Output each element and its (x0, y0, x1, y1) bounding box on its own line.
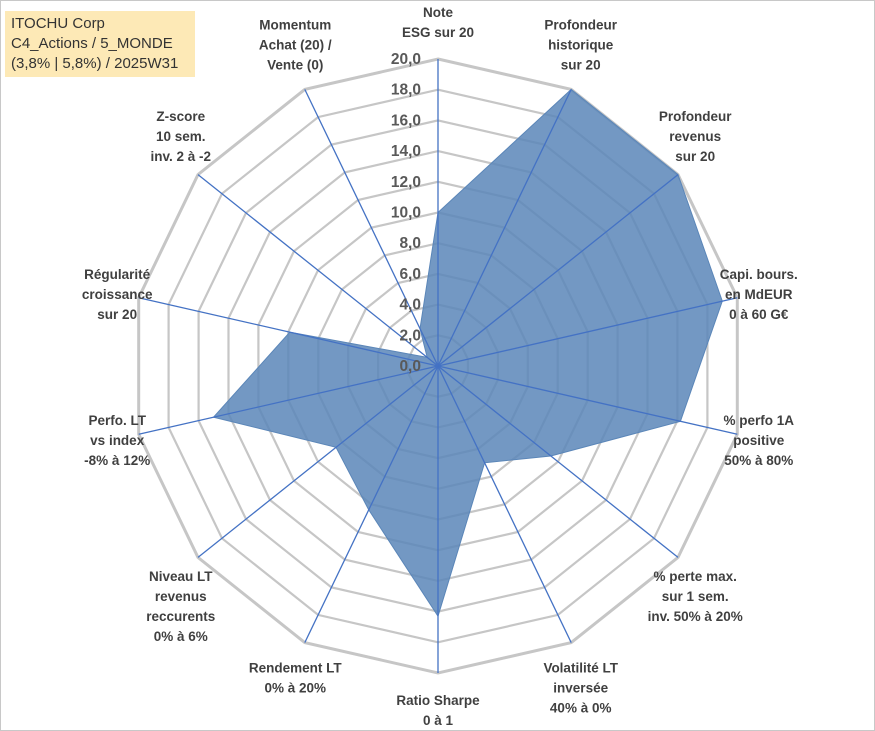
axis-label: Rendement LT 0% à 20% (249, 660, 343, 695)
radar-series (212, 88, 723, 618)
axis-label-line: sur 20 (97, 307, 137, 322)
axis-label-line: Z-score (156, 109, 205, 124)
axis-label-line: inv. 50% à 20% (648, 609, 743, 624)
axis-label: Volatilité LT inversée 40% à 0% (543, 660, 618, 715)
axis-spoke (304, 365, 439, 643)
axis-label-line: Régularité (84, 267, 151, 282)
axis-label-line: sur 20 (675, 149, 715, 164)
tick-label: 8,0 (399, 235, 421, 252)
axis-label-line: % perte max. (654, 569, 737, 584)
tick-label: 16,0 (391, 112, 421, 129)
tick-label: 6,0 (399, 266, 421, 283)
axis-label-line: Achat (20) / (259, 38, 332, 53)
axis-label-line: 0% à 6% (154, 629, 208, 644)
tick-label: 14,0 (391, 143, 421, 160)
axis-label-line: ESG sur 20 (402, 25, 474, 40)
tick-label: 2,0 (399, 327, 421, 344)
axis-label-line: % perfo 1A (724, 413, 795, 428)
portfolio-label: C4_Actions / 5_MONDE (11, 35, 173, 52)
axis-label: Momentum Achat (20) / Vente (0) (259, 18, 332, 73)
tick-label: 4,0 (399, 297, 421, 314)
axis-label-line: sur 20 (561, 58, 601, 73)
series-area (212, 88, 723, 618)
axis-label: Ratio Sharpe 0 à 1 (396, 693, 480, 728)
axis-label-line: Vente (0) (267, 58, 323, 73)
axis-label-line: inversée (553, 680, 608, 695)
axis-label-line: revenus (669, 129, 721, 144)
axis-spoke (437, 365, 679, 558)
axis-label: % perte max. sur 1 sem. inv. 50% à 20% (648, 569, 743, 624)
axis-label-line: Profondeur (659, 109, 732, 124)
axis-label-line: sur 1 sem. (662, 589, 729, 604)
axis-spoke (197, 174, 439, 367)
axis-label: Profondeur historique sur 20 (544, 18, 617, 73)
axis-label-line: 50% à 80% (724, 453, 793, 468)
axis-label: Profondeur revenus sur 20 (659, 109, 732, 164)
tick-label: 0,0 (399, 358, 421, 375)
axis-label-line: Volatilité LT (543, 660, 618, 675)
axis-label-line: croissance (82, 287, 153, 302)
axis-label-line: en MdEUR (725, 287, 793, 302)
axis-spoke (138, 297, 439, 367)
axis-label: Perfo. LT vs index -8% à 12% (84, 413, 150, 468)
axis-label-line: 0 à 60 G€ (729, 307, 789, 322)
axis-spoke (304, 89, 439, 367)
axis-label: Niveau LT revenus reccurents 0% à 6% (146, 569, 215, 644)
axis-label-line: Niveau LT (149, 569, 213, 584)
axis-spoke (437, 365, 572, 643)
axis-spoke (437, 89, 572, 367)
axis-label: Z-score 10 sem. inv. 2 à -2 (151, 109, 212, 164)
axis-label: Capi. bours. en MdEUR 0 à 60 G€ (720, 267, 798, 322)
company-name: ITOCHU Corp (11, 15, 105, 32)
axis-label-line: Note (423, 5, 453, 20)
axis-label-line: Ratio Sharpe (396, 693, 480, 708)
axis-labels: Note ESG sur 20 Profondeur historique sur 20… (82, 5, 798, 728)
axis-label: % perfo 1A positive 50% à 80% (724, 413, 795, 468)
radar-spokes (138, 59, 738, 673)
axis-label-line: vs index (90, 433, 145, 448)
chart-title-box: ITOCHU Corp C4_Actions / 5_MONDE (3,8% |… (5, 11, 195, 77)
axis-label: Régularité croissance sur 20 (82, 267, 153, 322)
tick-label: 18,0 (391, 82, 421, 99)
radial-tick-labels: 0,0 2,0 4,0 6,0 8,0 10,0 12,0 14,0 16,0 18,0 20,0 (391, 51, 421, 375)
axis-spoke (437, 174, 679, 367)
axis-label-line: Momentum (259, 18, 331, 33)
axis-label-line: 10 sem. (156, 129, 206, 144)
axis-label-line: Capi. bours. (720, 267, 798, 282)
axis-label-line: inv. 2 à -2 (151, 149, 212, 164)
axis-label-line: reccurents (146, 609, 215, 624)
axis-label-line: 40% à 0% (550, 700, 612, 715)
axis-label-line: 0 à 1 (423, 713, 454, 728)
axis-label-line: Rendement LT (249, 660, 343, 675)
tick-label: 12,0 (391, 174, 421, 191)
axis-label-line: Perfo. LT (88, 413, 146, 428)
axis-label-line: -8% à 12% (84, 453, 150, 468)
axis-label-line: positive (733, 433, 785, 448)
axis-label-line: 0% à 20% (265, 680, 327, 695)
axis-spoke (138, 365, 439, 435)
tick-label: 20,0 (391, 51, 421, 68)
axis-spoke (437, 297, 738, 367)
tick-label: 10,0 (391, 205, 421, 222)
axis-spoke (197, 365, 439, 558)
axis-label-line: revenus (155, 589, 207, 604)
axis-label-line: historique (548, 38, 614, 53)
period-label: (3,8% | 5,8%) / 2025W31 (11, 55, 179, 72)
axis-label: Note ESG sur 20 (402, 5, 474, 40)
axis-label-line: Profondeur (544, 18, 617, 33)
axis-spoke (437, 365, 738, 435)
